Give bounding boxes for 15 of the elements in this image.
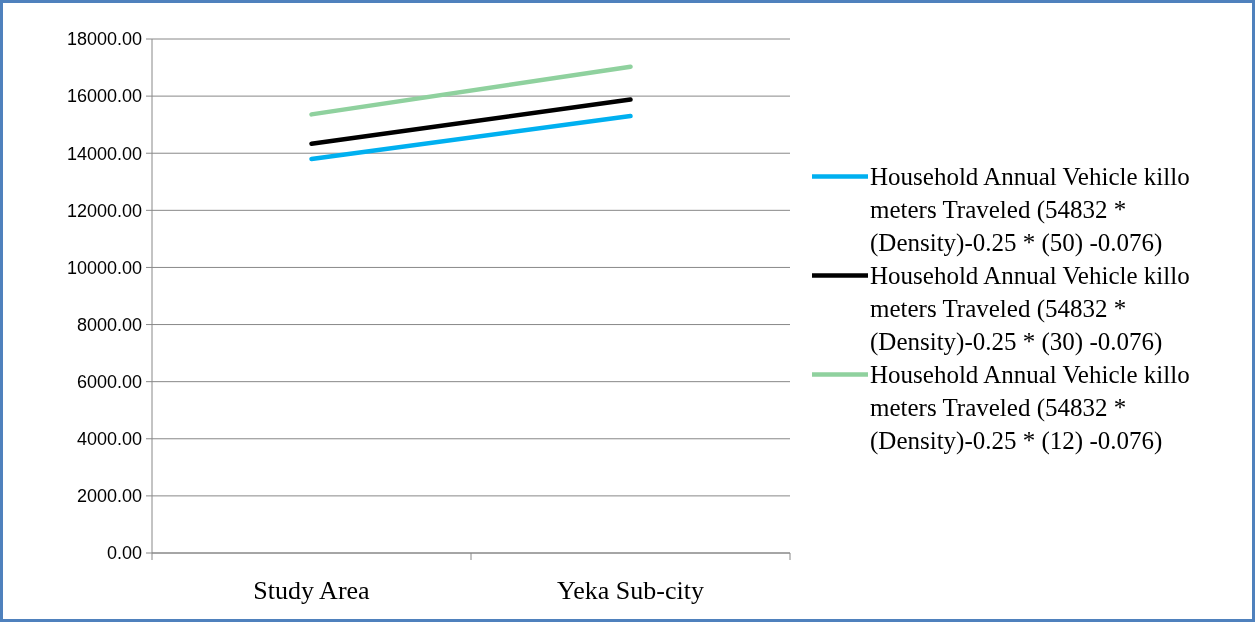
legend-label: Household Annual Vehicle killo meters Traveled (54832 * (Density)-0.25 * (30) -0.076) <box>870 261 1190 356</box>
y-tick-label: 14000.00 <box>66 143 142 164</box>
y-tick-label: 4000.00 <box>76 429 142 450</box>
y-tick-label: 18000.00 <box>66 29 142 50</box>
y-tick-label: 12000.00 <box>66 200 142 221</box>
x-tick-label: Study Area <box>253 576 371 605</box>
y-tick-label: 0.00 <box>106 543 142 564</box>
x-tick-label: Yeka Sub-city <box>557 576 704 605</box>
y-tick-label: 10000.00 <box>66 257 142 278</box>
y-tick-label: 6000.00 <box>76 371 142 392</box>
y-tick-label: 2000.00 <box>76 486 142 507</box>
y-tick-label: 8000.00 <box>76 314 142 335</box>
y-tick-label: 16000.00 <box>66 86 142 107</box>
legend-label: Household Annual Vehicle killo meters Traveled (54832 * (Density)-0.25 * (12) -0.076) <box>870 360 1190 455</box>
legend-label: Household Annual Vehicle killo meters Traveled (54832 * (Density)-0.25 * (50) -0.076) <box>870 162 1190 257</box>
